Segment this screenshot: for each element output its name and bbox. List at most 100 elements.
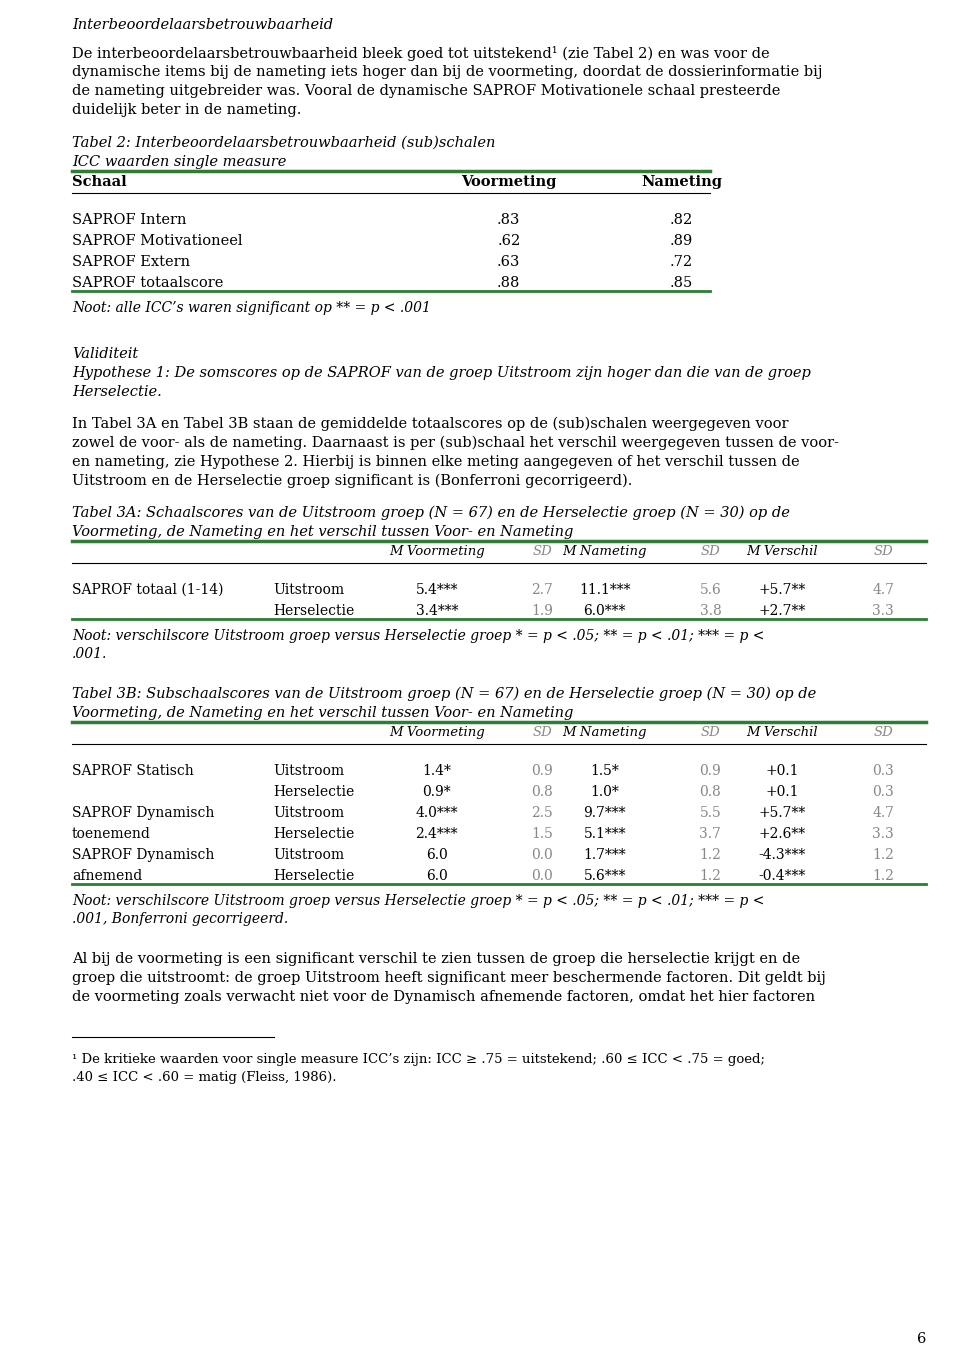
Text: .89: .89 <box>670 234 693 248</box>
Text: M Verschil: M Verschil <box>747 545 818 558</box>
Text: 3.7: 3.7 <box>700 827 721 840</box>
Text: Tabel 2: Interbeoordelaarsbetrouwbaarheid (sub)schalen: Tabel 2: Interbeoordelaarsbetrouwbaarhei… <box>72 136 495 150</box>
Text: Herselectie: Herselectie <box>274 785 355 799</box>
Text: M Voormeting: M Voormeting <box>389 726 485 740</box>
Text: toenemend: toenemend <box>72 827 151 840</box>
Text: Noot: alle ICC’s waren significant op ** = p < .001: Noot: alle ICC’s waren significant op **… <box>72 301 431 315</box>
Text: Tabel 3B: Subschaalscores van de Uitstroom groep (N = 67) en de Herselectie groe: Tabel 3B: Subschaalscores van de Uitstro… <box>72 686 816 701</box>
Text: In Tabel 3A en Tabel 3B staan de gemiddelde totaalscores op de (sub)schalen weer: In Tabel 3A en Tabel 3B staan de gemidde… <box>72 417 788 432</box>
Text: 0.3: 0.3 <box>873 764 894 778</box>
Text: Validiteit: Validiteit <box>72 347 138 361</box>
Text: Uitstroom: Uitstroom <box>274 849 345 862</box>
Text: 1.2: 1.2 <box>700 849 721 862</box>
Text: 1.0*: 1.0* <box>590 785 619 799</box>
Text: 9.7***: 9.7*** <box>584 806 626 820</box>
Text: SAPROF Intern: SAPROF Intern <box>72 212 186 227</box>
Text: +2.6**: +2.6** <box>758 827 806 840</box>
Text: Hypothese 1: De somscores op de SAPROF van de groep Uitstroom zijn hoger dan die: Hypothese 1: De somscores op de SAPROF v… <box>72 366 811 380</box>
Text: SD: SD <box>701 726 720 740</box>
Text: Interbeoordelaarsbetrouwbaarheid: Interbeoordelaarsbetrouwbaarheid <box>72 18 333 31</box>
Text: ICC waarden single measure: ICC waarden single measure <box>72 155 286 169</box>
Text: 5.4***: 5.4*** <box>416 583 458 597</box>
Text: .82: .82 <box>670 212 693 227</box>
Text: -0.4***: -0.4*** <box>758 869 806 883</box>
Text: de nameting uitgebreider was. Vooral de dynamische SAPROF Motivationele schaal p: de nameting uitgebreider was. Vooral de … <box>72 84 780 98</box>
Text: Uitstroom: Uitstroom <box>274 806 345 820</box>
Text: SAPROF Extern: SAPROF Extern <box>72 255 190 270</box>
Text: SAPROF totaal (1-14): SAPROF totaal (1-14) <box>72 583 224 597</box>
Text: M Nameting: M Nameting <box>563 726 647 740</box>
Text: 0.0: 0.0 <box>532 869 553 883</box>
Text: 1.5: 1.5 <box>532 827 553 840</box>
Text: 6.0: 6.0 <box>426 849 447 862</box>
Text: dynamische items bij de nameting iets hoger dan bij de voormeting, doordat de do: dynamische items bij de nameting iets ho… <box>72 65 823 79</box>
Text: SD: SD <box>874 726 893 740</box>
Text: 4.7: 4.7 <box>873 806 894 820</box>
Text: 0.9*: 0.9* <box>422 785 451 799</box>
Text: +5.7**: +5.7** <box>758 806 806 820</box>
Text: Herselectie: Herselectie <box>274 827 355 840</box>
Text: M Verschil: M Verschil <box>747 726 818 740</box>
Text: SD: SD <box>533 726 552 740</box>
Text: Herselectie: Herselectie <box>274 603 355 618</box>
Text: .88: .88 <box>497 276 520 290</box>
Text: 1.4*: 1.4* <box>422 764 451 778</box>
Text: 0.0: 0.0 <box>532 849 553 862</box>
Text: 3.3: 3.3 <box>873 603 894 618</box>
Text: afnemend: afnemend <box>72 869 142 883</box>
Text: Uitstroom: Uitstroom <box>274 764 345 778</box>
Text: .63: .63 <box>497 255 520 270</box>
Text: 4.7: 4.7 <box>873 583 894 597</box>
Text: Voormeting, de Nameting en het verschil tussen Voor- en Nameting: Voormeting, de Nameting en het verschil … <box>72 706 573 720</box>
Text: .40 ≤ ICC < .60 = matig (Fleiss, 1986).: .40 ≤ ICC < .60 = matig (Fleiss, 1986). <box>72 1071 337 1084</box>
Text: 6.0: 6.0 <box>426 869 447 883</box>
Text: 1.2: 1.2 <box>873 849 894 862</box>
Text: SD: SD <box>874 545 893 558</box>
Text: .001, Bonferroni gecorrigeerd.: .001, Bonferroni gecorrigeerd. <box>72 913 288 926</box>
Text: Al bij de voormeting is een significant verschil te zien tussen de groep die her: Al bij de voormeting is een significant … <box>72 952 800 966</box>
Text: De interbeoordelaarsbetrouwbaarheid bleek goed tot uitstekend¹ (zie Tabel 2) en : De interbeoordelaarsbetrouwbaarheid blee… <box>72 46 770 61</box>
Text: 1.2: 1.2 <box>700 869 721 883</box>
Text: Nameting: Nameting <box>641 174 722 189</box>
Text: Noot: verschilscore Uitstroom groep versus Herselectie groep * = p < .05; ** = p: Noot: verschilscore Uitstroom groep vers… <box>72 893 764 908</box>
Text: 3.3: 3.3 <box>873 827 894 840</box>
Text: 2.4***: 2.4*** <box>416 827 458 840</box>
Text: M Voormeting: M Voormeting <box>389 545 485 558</box>
Text: 1.7***: 1.7*** <box>584 849 626 862</box>
Text: duidelijk beter in de nameting.: duidelijk beter in de nameting. <box>72 104 301 117</box>
Text: 3.4***: 3.4*** <box>416 603 458 618</box>
Text: 2.5: 2.5 <box>532 806 553 820</box>
Text: 0.9: 0.9 <box>700 764 721 778</box>
Text: 5.5: 5.5 <box>700 806 721 820</box>
Text: .72: .72 <box>670 255 693 270</box>
Text: +2.7**: +2.7** <box>758 603 806 618</box>
Text: Voormeting, de Nameting en het verschil tussen Voor- en Nameting: Voormeting, de Nameting en het verschil … <box>72 524 573 539</box>
Text: de voormeting zoals verwacht niet voor de Dynamisch afnemende factoren, omdat he: de voormeting zoals verwacht niet voor d… <box>72 990 815 1004</box>
Text: SD: SD <box>701 545 720 558</box>
Text: 0.8: 0.8 <box>532 785 553 799</box>
Text: 11.1***: 11.1*** <box>579 583 631 597</box>
Text: 1.2: 1.2 <box>873 869 894 883</box>
Text: 5.1***: 5.1*** <box>584 827 626 840</box>
Text: Voormeting: Voormeting <box>461 174 557 189</box>
Text: .83: .83 <box>497 212 520 227</box>
Text: Uitstroom: Uitstroom <box>274 583 345 597</box>
Text: Herselectie.: Herselectie. <box>72 385 161 399</box>
Text: en nameting, zie Hypothese 2. Hierbij is binnen elke meting aangegeven of het ve: en nameting, zie Hypothese 2. Hierbij is… <box>72 455 800 469</box>
Text: 1.9: 1.9 <box>532 603 553 618</box>
Text: 0.8: 0.8 <box>700 785 721 799</box>
Text: SAPROF Statisch: SAPROF Statisch <box>72 764 194 778</box>
Text: SD: SD <box>533 545 552 558</box>
Text: .62: .62 <box>497 234 520 248</box>
Text: +5.7**: +5.7** <box>758 583 806 597</box>
Text: 5.6***: 5.6*** <box>584 869 626 883</box>
Text: -4.3***: -4.3*** <box>758 849 806 862</box>
Text: M Nameting: M Nameting <box>563 545 647 558</box>
Text: Uitstroom en de Herselectie groep significant is (Bonferroni gecorrigeerd).: Uitstroom en de Herselectie groep signif… <box>72 474 633 489</box>
Text: .001.: .001. <box>72 647 108 661</box>
Text: 1.5*: 1.5* <box>590 764 619 778</box>
Text: +0.1: +0.1 <box>766 785 799 799</box>
Text: 3.8: 3.8 <box>700 603 721 618</box>
Text: groep die uitstroomt: de groep Uitstroom heeft significant meer beschermende fac: groep die uitstroomt: de groep Uitstroom… <box>72 971 826 985</box>
Text: SAPROF totaalscore: SAPROF totaalscore <box>72 276 224 290</box>
